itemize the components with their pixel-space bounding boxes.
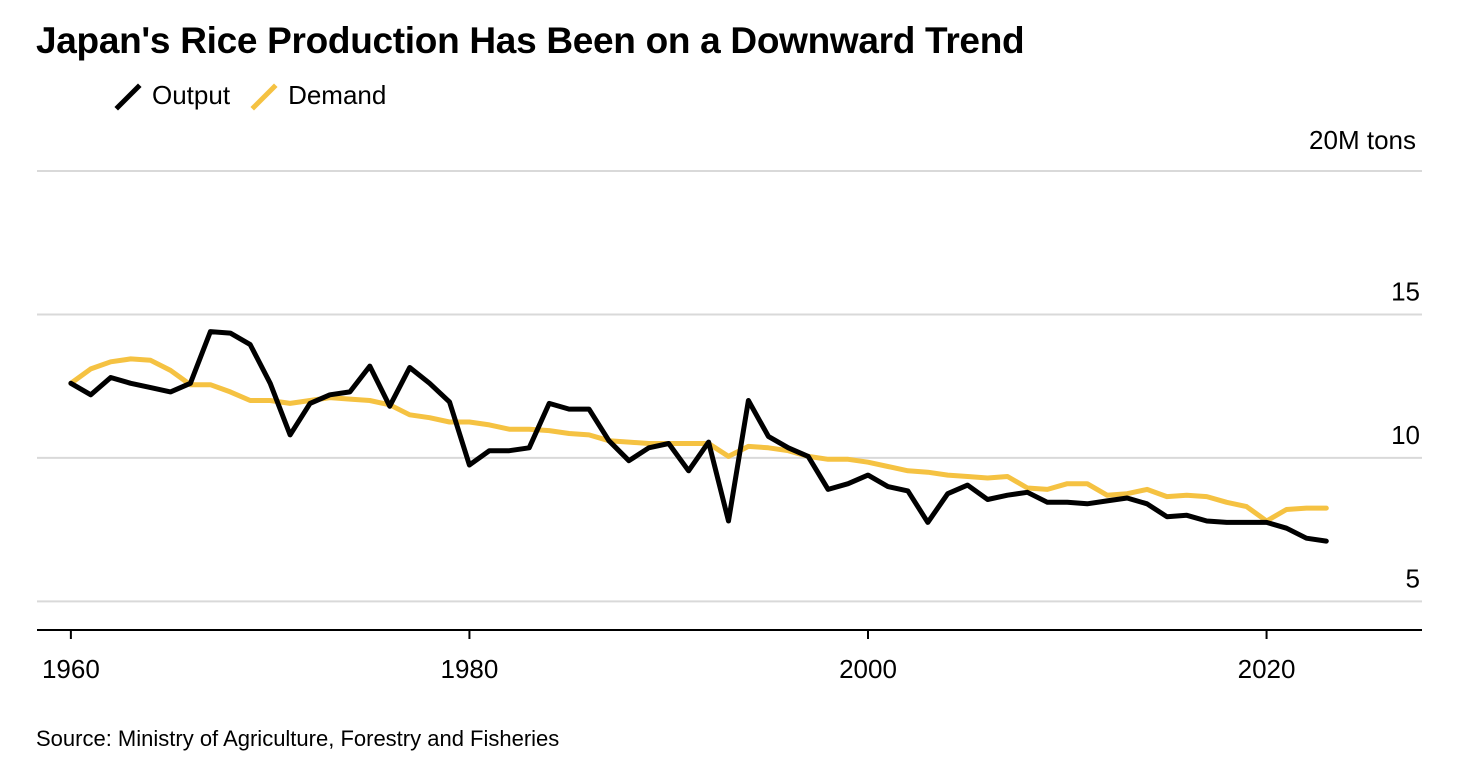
legend-label-demand: Demand: [288, 80, 387, 110]
x-tick-label-1980: 1980: [441, 654, 499, 684]
y-axis-unit-label: 20M tons: [1309, 125, 1416, 155]
x-tick-label-2000: 2000: [839, 654, 897, 684]
legend-label-output: Output: [152, 80, 231, 110]
legend-swatch-output: [114, 82, 142, 111]
legend-swatch-demand: [250, 82, 278, 111]
legend-item-demand: Demand: [250, 80, 386, 111]
legend-item-output: Output: [114, 80, 230, 111]
y-tick-label-10: 10: [1391, 420, 1420, 450]
y-tick-label-5: 5: [1406, 563, 1420, 593]
x-tick-label-2020: 2020: [1238, 654, 1296, 684]
source-note: Source: Ministry of Agriculture, Forestr…: [36, 726, 560, 751]
series-line-output: [68, 329, 1329, 544]
chart-plot-area: 5 10 15 1960 1980 2000 2020: [37, 170, 1422, 684]
series-line-demand: [68, 356, 1329, 524]
x-tick-label-1960: 1960: [42, 654, 100, 684]
y-tick-label-15: 15: [1391, 276, 1420, 306]
chart-title: Japan's Rice Production Has Been on a Do…: [36, 20, 1025, 61]
legend: Output Demand: [114, 80, 406, 111]
